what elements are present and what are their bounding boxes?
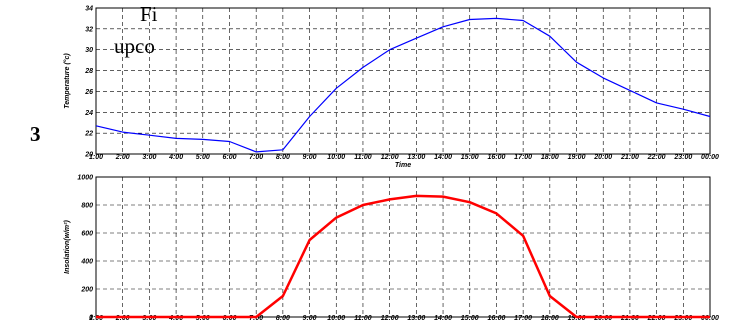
y-tick-label: 0 bbox=[89, 315, 93, 322]
x-tick-label: 14:00 bbox=[434, 154, 452, 161]
x-tick-label: 17:00 bbox=[514, 315, 532, 322]
x-tick-label: 19:00 bbox=[568, 154, 586, 161]
x-tick-label: 16:00 bbox=[487, 154, 505, 161]
chart-1: 20 22 24 26 28 30 32 34 1:00 2:00 3:00 4:00 5:00 6:00… bbox=[63, 6, 719, 170]
x-tick-label: 21:00 bbox=[620, 154, 639, 161]
x-tick-label: 20:00 bbox=[593, 154, 612, 161]
x-tick-label: 6:00 bbox=[222, 315, 236, 322]
y-tick-label: 26 bbox=[84, 89, 93, 96]
x-tick-label: 11:00 bbox=[354, 154, 371, 161]
x-tick-label: 12:00 bbox=[381, 154, 399, 161]
x-tick-label: 7:00 bbox=[249, 315, 263, 322]
x-axis-label: Time bbox=[395, 162, 411, 169]
x-tick-label: 1:00 bbox=[89, 315, 103, 322]
x-tick-label: 22:00 bbox=[647, 315, 666, 322]
x-tick-label: 23:00 bbox=[673, 315, 692, 322]
y-tick-label: 22 bbox=[84, 131, 93, 138]
background-text-fragment-3: 3 bbox=[30, 122, 41, 146]
x-tick-label: 9:00 bbox=[303, 315, 317, 322]
x-tick-label: 4:00 bbox=[168, 154, 183, 161]
x-tick-label: 15:00 bbox=[461, 154, 479, 161]
x-tick-label: 5:00 bbox=[196, 315, 210, 322]
x-tick-label: 2:00 bbox=[115, 315, 130, 322]
y-tick-label: 32 bbox=[85, 26, 93, 33]
x-tick-label: 13:00 bbox=[407, 315, 425, 322]
y-tick-label: 400 bbox=[80, 259, 93, 266]
x-tick-label: 3:00 bbox=[142, 315, 156, 322]
x-tick-label: 20:00 bbox=[593, 315, 612, 322]
series-line-1 bbox=[96, 194, 710, 319]
x-tick-label: 11:00 bbox=[354, 315, 371, 322]
y-axis-label: Insolation(w/m²) bbox=[64, 220, 71, 274]
x-tick-label: 14:00 bbox=[434, 315, 452, 322]
background-text-fragment-2: upco bbox=[114, 34, 155, 58]
y-tick-label: 800 bbox=[81, 203, 93, 210]
x-tick-label: 3:00 bbox=[142, 154, 156, 161]
y-tick-label: 24 bbox=[84, 110, 93, 117]
x-tick-label: 5:00 bbox=[196, 154, 210, 161]
x-tick-label: 13:00 bbox=[407, 154, 425, 161]
plot-frame bbox=[95, 7, 711, 155]
x-tick-label: 1:00 bbox=[89, 154, 103, 161]
x-tick-label: 21:00 bbox=[620, 315, 639, 322]
y-tick-label: 28 bbox=[84, 68, 93, 75]
x-tick-label: 17:00 bbox=[514, 154, 532, 161]
y-tick-label: 600 bbox=[81, 231, 93, 238]
y-tick-label: 20 bbox=[84, 152, 93, 159]
x-tick-label: 00:00 bbox=[701, 154, 719, 161]
x-tick-label: 22:00 bbox=[647, 154, 666, 161]
series-line-1 bbox=[95, 17, 711, 153]
x-tick-label: 00:00 bbox=[701, 315, 719, 322]
x-tick-label: 2:00 bbox=[115, 154, 130, 161]
x-tick-label: 18:00 bbox=[541, 315, 559, 322]
x-tick-label: 10:00 bbox=[327, 315, 345, 322]
x-tick-label: 8:00 bbox=[276, 315, 290, 322]
x-tick-label: 18:00 bbox=[541, 154, 559, 161]
chart-2: 0 200 400 600 800 1000 1:00 2:00 3:00 4:00 5:00 6:0… bbox=[64, 175, 719, 323]
y-tick-label: 30 bbox=[85, 47, 93, 54]
x-tick-label: 10:00 bbox=[327, 154, 345, 161]
x-tick-label: 19:00 bbox=[568, 315, 586, 322]
plot-frame bbox=[95, 176, 711, 318]
y-axis-label: Temperature (°c) bbox=[63, 53, 71, 109]
x-tick-label: 7:00 bbox=[249, 154, 263, 161]
y-tick-label: 200 bbox=[80, 287, 93, 294]
y-tick-label: 1000 bbox=[77, 175, 93, 182]
x-tick-label: 16:00 bbox=[487, 315, 505, 322]
x-tick-label: 6:00 bbox=[222, 154, 236, 161]
x-tick-label: 8:00 bbox=[276, 154, 290, 161]
y-tick-label: 34 bbox=[85, 6, 93, 13]
x-tick-label: 23:00 bbox=[673, 154, 692, 161]
x-tick-label: 15:00 bbox=[461, 315, 479, 322]
x-tick-label: 12:00 bbox=[381, 315, 399, 322]
x-tick-label: 9:00 bbox=[303, 154, 317, 161]
x-tick-label: 4:00 bbox=[168, 315, 183, 322]
